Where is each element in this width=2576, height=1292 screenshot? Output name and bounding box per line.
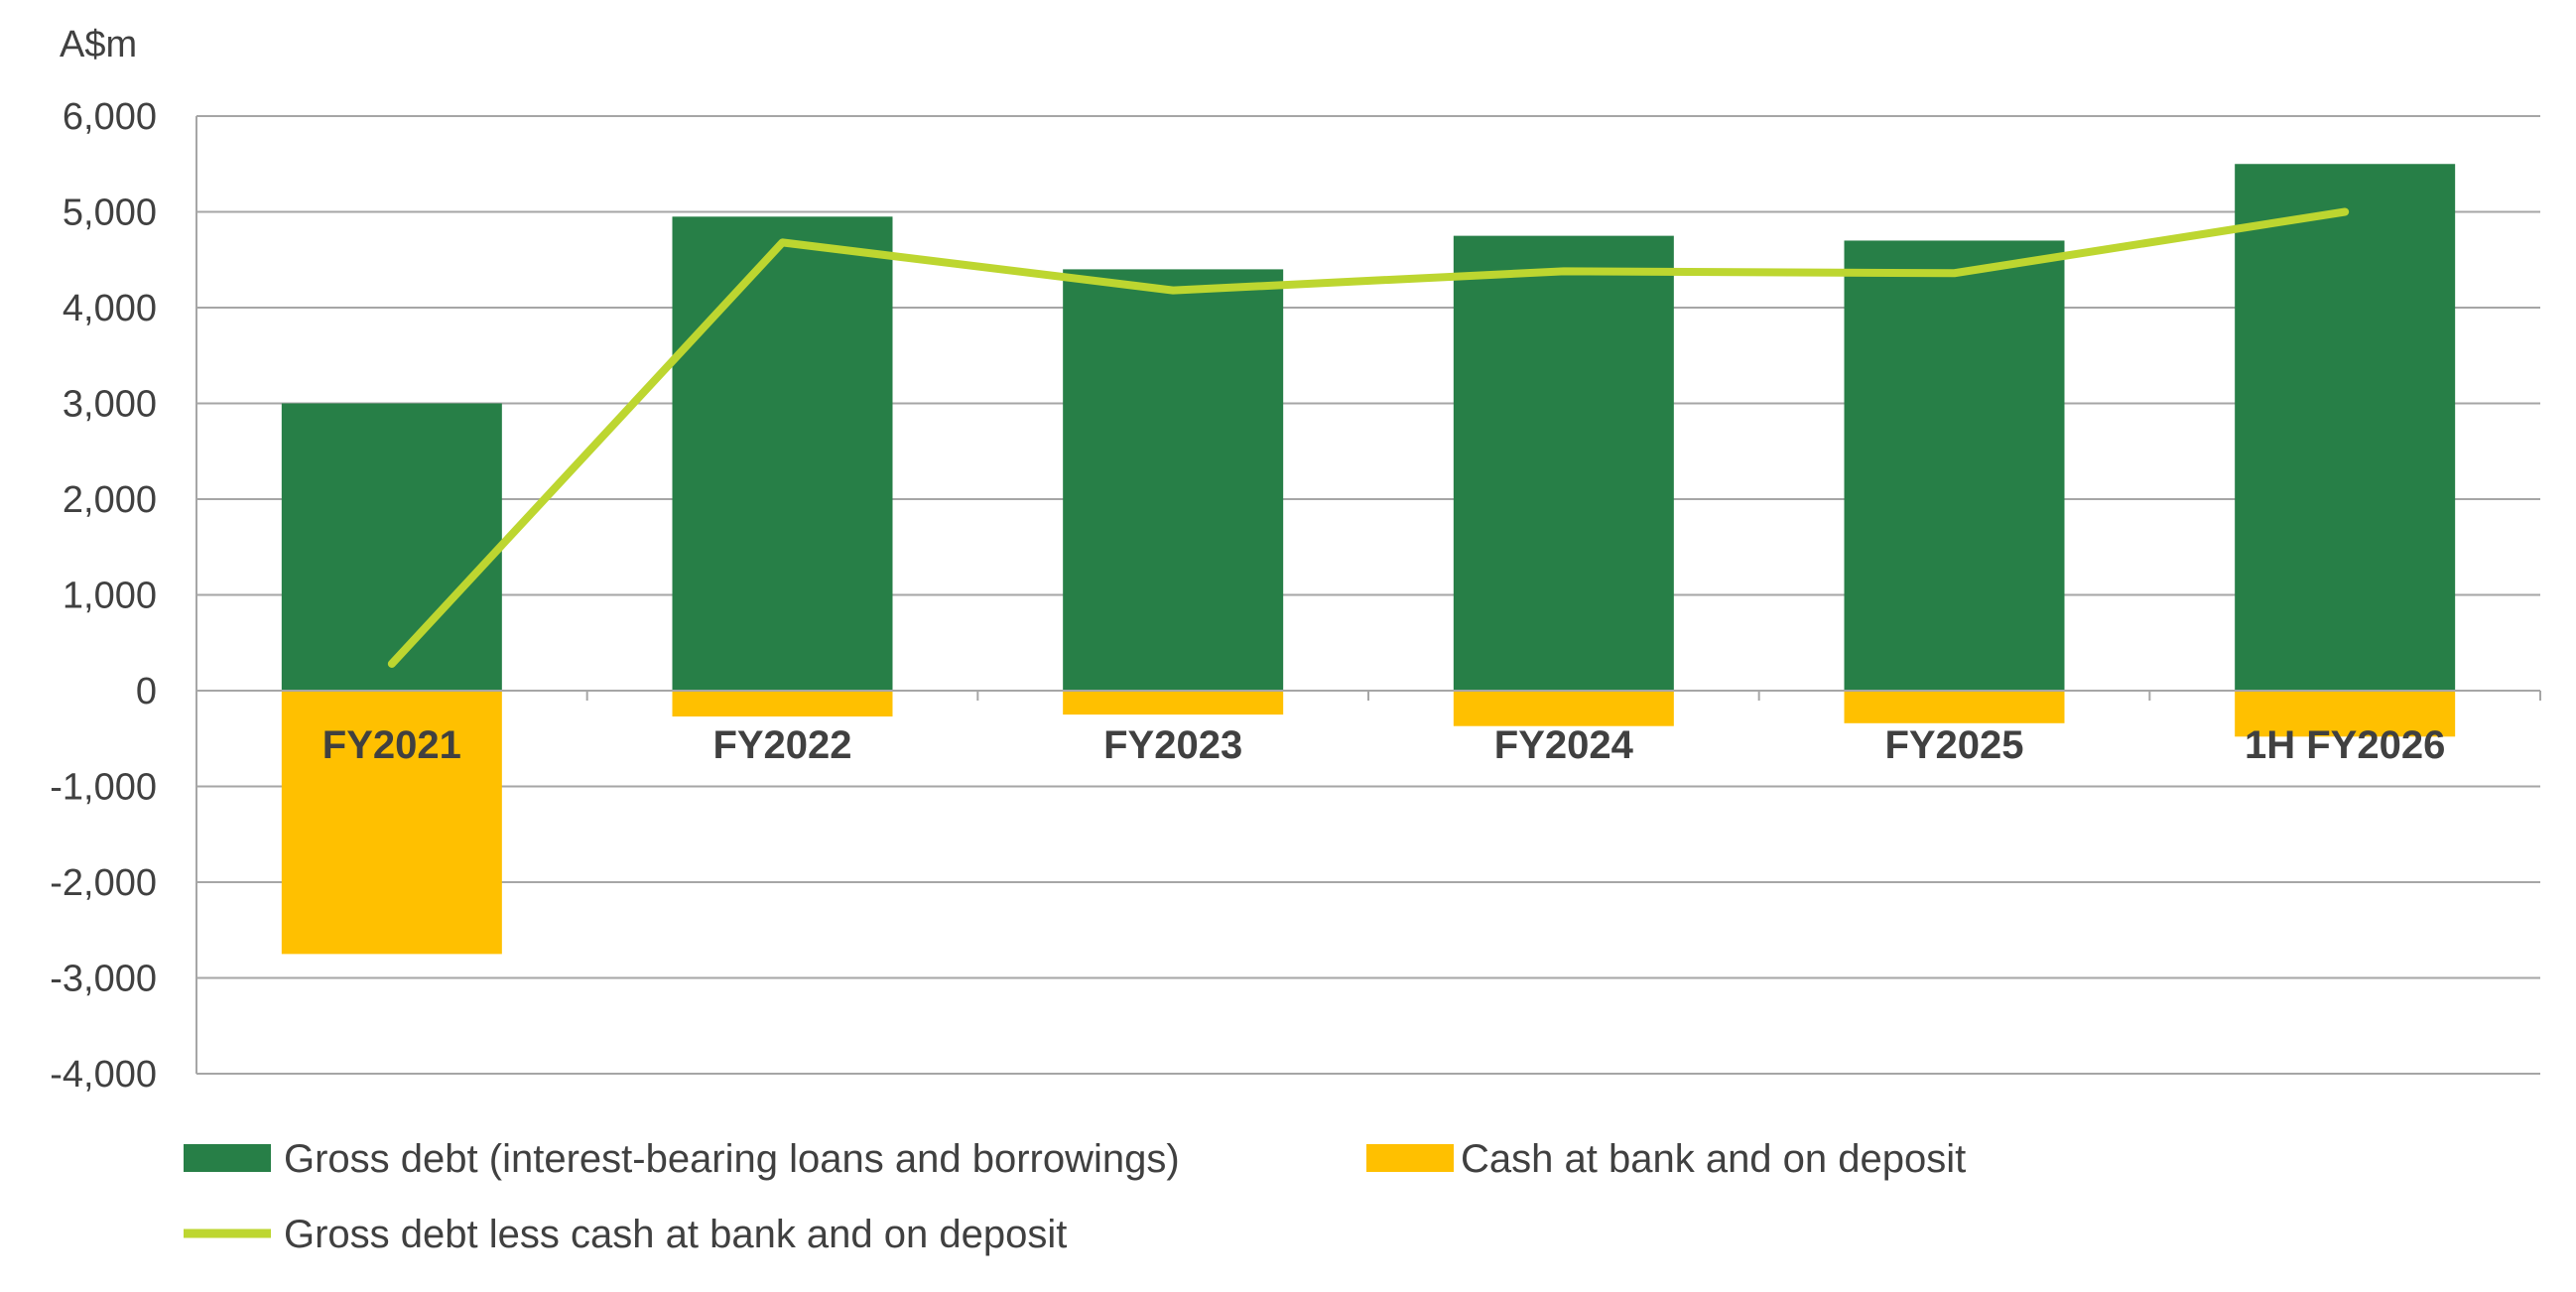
cash-bar [1844,691,2065,723]
cash-bar [1063,691,1284,715]
y-tick-label: 0 [136,671,157,712]
y-tick-label: -1,000 [50,767,157,809]
legend-swatch-gross-debt [184,1144,271,1172]
x-category-label: FY2021 [322,723,461,767]
cash-bar [281,691,502,955]
gross-debt-bar [1453,235,1674,691]
y-tick-label: 5,000 [63,193,157,234]
gross-debt-bar [281,403,502,691]
net-debt-series-line [387,207,2350,668]
x-category-label: FY2022 [712,723,851,767]
y-tick-label: -3,000 [50,959,157,1000]
cash-bar [2235,691,2456,737]
x-category-label: FY2024 [1494,723,1634,767]
y-tick-label: -4,000 [50,1054,157,1096]
net-debt-line [387,207,2350,668]
y-tick-label: 6,000 [63,96,157,138]
gross-debt-bar [672,216,893,691]
bars [281,164,2456,955]
y-tick-label: 1,000 [63,576,157,617]
x-axis [195,690,2541,701]
y-tick-label: -2,000 [50,862,157,904]
x-category-label: FY2023 [1103,723,1242,767]
y-tick-label: 2,000 [63,479,157,521]
gridlines [195,115,2540,1075]
y-tick-label: 4,000 [63,288,157,329]
y-tick-label: 3,000 [63,384,157,426]
y-axis-unit-label: A$m [60,24,137,65]
legend-label-cash: Cash at bank and on deposit [1461,1137,1966,1181]
legend-label-net-debt: Gross debt less cash at bank and on depo… [284,1213,1067,1256]
legend: Gross debt (interest-bearing loans and b… [184,1137,1966,1256]
x-category-label: 1H FY2026 [2245,723,2445,767]
legend-label-gross-debt: Gross debt (interest-bearing loans and b… [284,1137,1180,1181]
legend-swatch-cash [1366,1144,1454,1172]
gross-debt-bar [2235,164,2456,691]
gross-debt-bar [1844,240,2065,691]
cash-bar [1453,691,1674,726]
cash-bar [672,691,893,717]
gross-debt-bar [1063,269,1284,691]
x-category-label: FY2025 [1884,723,2023,767]
x-axis-category-labels: FY2021 FY2022 FY2023 FY2024 FY2025 1H FY2026 [322,723,2446,767]
y-axis-tick-labels: 6,000 5,000 4,000 3,000 2,000 1,000 0 -1,000 -2,… [50,96,157,1096]
